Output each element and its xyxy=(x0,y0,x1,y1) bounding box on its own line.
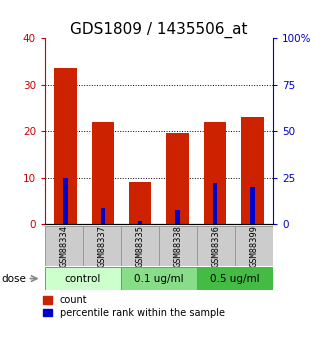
Bar xyxy=(45,226,83,266)
Bar xyxy=(250,187,255,224)
Bar xyxy=(121,267,197,290)
Bar xyxy=(197,226,235,266)
Bar xyxy=(91,122,114,224)
Bar xyxy=(54,68,77,224)
Bar xyxy=(63,178,68,224)
Bar xyxy=(204,122,226,224)
Bar xyxy=(175,210,180,224)
Bar xyxy=(197,267,273,290)
Bar xyxy=(45,267,121,290)
Text: GSM88336: GSM88336 xyxy=(211,225,221,267)
Bar xyxy=(241,117,264,224)
Bar xyxy=(235,226,273,266)
Legend: count, percentile rank within the sample: count, percentile rank within the sample xyxy=(43,295,225,318)
Title: GDS1809 / 1435506_at: GDS1809 / 1435506_at xyxy=(70,22,247,38)
Bar xyxy=(213,183,217,224)
Text: dose: dose xyxy=(2,274,26,284)
Text: GSM88337: GSM88337 xyxy=(97,225,107,267)
Bar xyxy=(129,182,152,224)
Text: GSM88338: GSM88338 xyxy=(173,225,182,267)
Text: GSM88399: GSM88399 xyxy=(249,225,258,267)
Text: 0.1 ug/ml: 0.1 ug/ml xyxy=(134,274,184,284)
Bar xyxy=(159,226,197,266)
Bar xyxy=(100,208,105,224)
Text: control: control xyxy=(65,274,101,284)
Text: 0.5 ug/ml: 0.5 ug/ml xyxy=(210,274,260,284)
Bar xyxy=(166,134,189,224)
Text: GSM88335: GSM88335 xyxy=(135,225,144,267)
Text: GSM88334: GSM88334 xyxy=(59,225,68,267)
Bar xyxy=(138,220,143,224)
Bar xyxy=(121,226,159,266)
Bar xyxy=(83,226,121,266)
